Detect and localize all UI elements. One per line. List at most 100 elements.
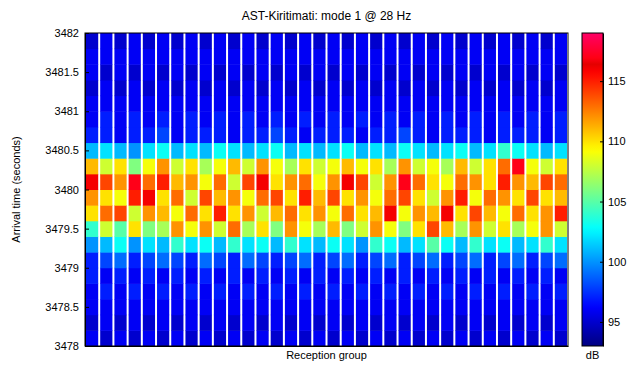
heat-cell <box>399 205 411 221</box>
heat-cell <box>455 143 467 159</box>
heat-cell <box>228 315 240 331</box>
heat-cell <box>441 330 453 346</box>
heat-cell <box>114 143 126 159</box>
heat-cell <box>100 205 112 221</box>
heat-cell <box>100 143 112 159</box>
heat-cell <box>328 283 340 299</box>
heat-cell <box>129 299 141 315</box>
heat-cell <box>526 80 538 96</box>
heat-cell <box>171 127 183 143</box>
heat-cell <box>555 49 567 65</box>
heat-cell <box>541 49 553 65</box>
heat-cell <box>455 236 467 252</box>
heat-cell <box>285 330 297 346</box>
heat-cell <box>555 96 567 112</box>
heat-cell <box>171 96 183 112</box>
heat-cell <box>541 111 553 127</box>
heat-cell <box>242 252 254 268</box>
heat-cell <box>256 190 268 206</box>
colorbar-tick: 95 <box>600 316 620 328</box>
heat-cell <box>242 236 254 252</box>
heat-cell <box>356 158 368 174</box>
heat-cell <box>413 330 425 346</box>
y-tick: 3478.5 <box>45 301 89 313</box>
heat-cell <box>86 143 98 159</box>
heat-cell <box>342 143 354 159</box>
heat-cell <box>470 33 482 49</box>
heat-cell <box>313 80 325 96</box>
heat-cell <box>256 315 268 331</box>
heat-cell <box>512 174 524 190</box>
heat-cell <box>498 127 510 143</box>
heat-cell <box>427 143 439 159</box>
heat-cell <box>256 64 268 80</box>
heat-cell <box>114 221 126 237</box>
heat-cell <box>86 283 98 299</box>
heat-cell <box>526 252 538 268</box>
heat-cell <box>455 299 467 315</box>
plot-frame <box>85 33 568 346</box>
heat-cell <box>370 221 382 237</box>
heat-cell <box>185 190 197 206</box>
heat-cell <box>242 205 254 221</box>
heat-cell <box>100 64 112 80</box>
heat-cell <box>200 33 212 49</box>
heat-cell <box>114 33 126 49</box>
heat-cell <box>399 236 411 252</box>
heat-cell <box>256 268 268 284</box>
heat-cell <box>526 221 538 237</box>
colorbar-tick: 100 <box>600 256 626 268</box>
heat-cell <box>185 252 197 268</box>
heat-cell <box>427 33 439 49</box>
heat-cell <box>228 49 240 65</box>
heat-cell <box>356 49 368 65</box>
heat-cell <box>185 205 197 221</box>
heat-cell <box>114 96 126 112</box>
heat-cell <box>86 190 98 206</box>
y-tick: 3481.5 <box>45 66 89 78</box>
heat-cell <box>256 205 268 221</box>
heat-cell <box>86 236 98 252</box>
heat-cell <box>342 80 354 96</box>
heat-cell <box>214 299 226 315</box>
heat-cell <box>171 252 183 268</box>
heat-cell <box>484 80 496 96</box>
heat-cell <box>100 127 112 143</box>
colorbar-tick-label: 95 <box>608 316 620 328</box>
heat-cell <box>114 283 126 299</box>
heat-cell <box>299 174 311 190</box>
heat-cell <box>356 315 368 331</box>
heat-cell <box>498 205 510 221</box>
heat-cell <box>526 330 538 346</box>
heat-cell <box>370 190 382 206</box>
heat-cell <box>86 96 98 112</box>
heat-cell <box>143 33 155 49</box>
heat-cell <box>328 80 340 96</box>
heat-cell <box>498 283 510 299</box>
heat-cell <box>214 330 226 346</box>
heat-cell <box>455 268 467 284</box>
heat-cell <box>299 268 311 284</box>
heat-cell <box>86 111 98 127</box>
heat-cell <box>328 49 340 65</box>
heat-cell <box>228 205 240 221</box>
heat-cell <box>356 221 368 237</box>
heat-cell <box>555 283 567 299</box>
y-tick-mark <box>85 111 89 112</box>
heat-cell <box>413 283 425 299</box>
heat-cell <box>200 268 212 284</box>
heat-cell <box>299 252 311 268</box>
heat-cell <box>129 64 141 80</box>
heat-cell <box>228 143 240 159</box>
heat-cell <box>313 252 325 268</box>
heat-cell <box>455 190 467 206</box>
heat-cell <box>271 315 283 331</box>
heat-cell <box>328 299 340 315</box>
heat-cell <box>555 174 567 190</box>
heat-cell <box>427 236 439 252</box>
heat-cell <box>143 158 155 174</box>
heat-cell <box>214 33 226 49</box>
heat-cell <box>271 64 283 80</box>
heat-cell <box>328 252 340 268</box>
heat-cell <box>185 111 197 127</box>
